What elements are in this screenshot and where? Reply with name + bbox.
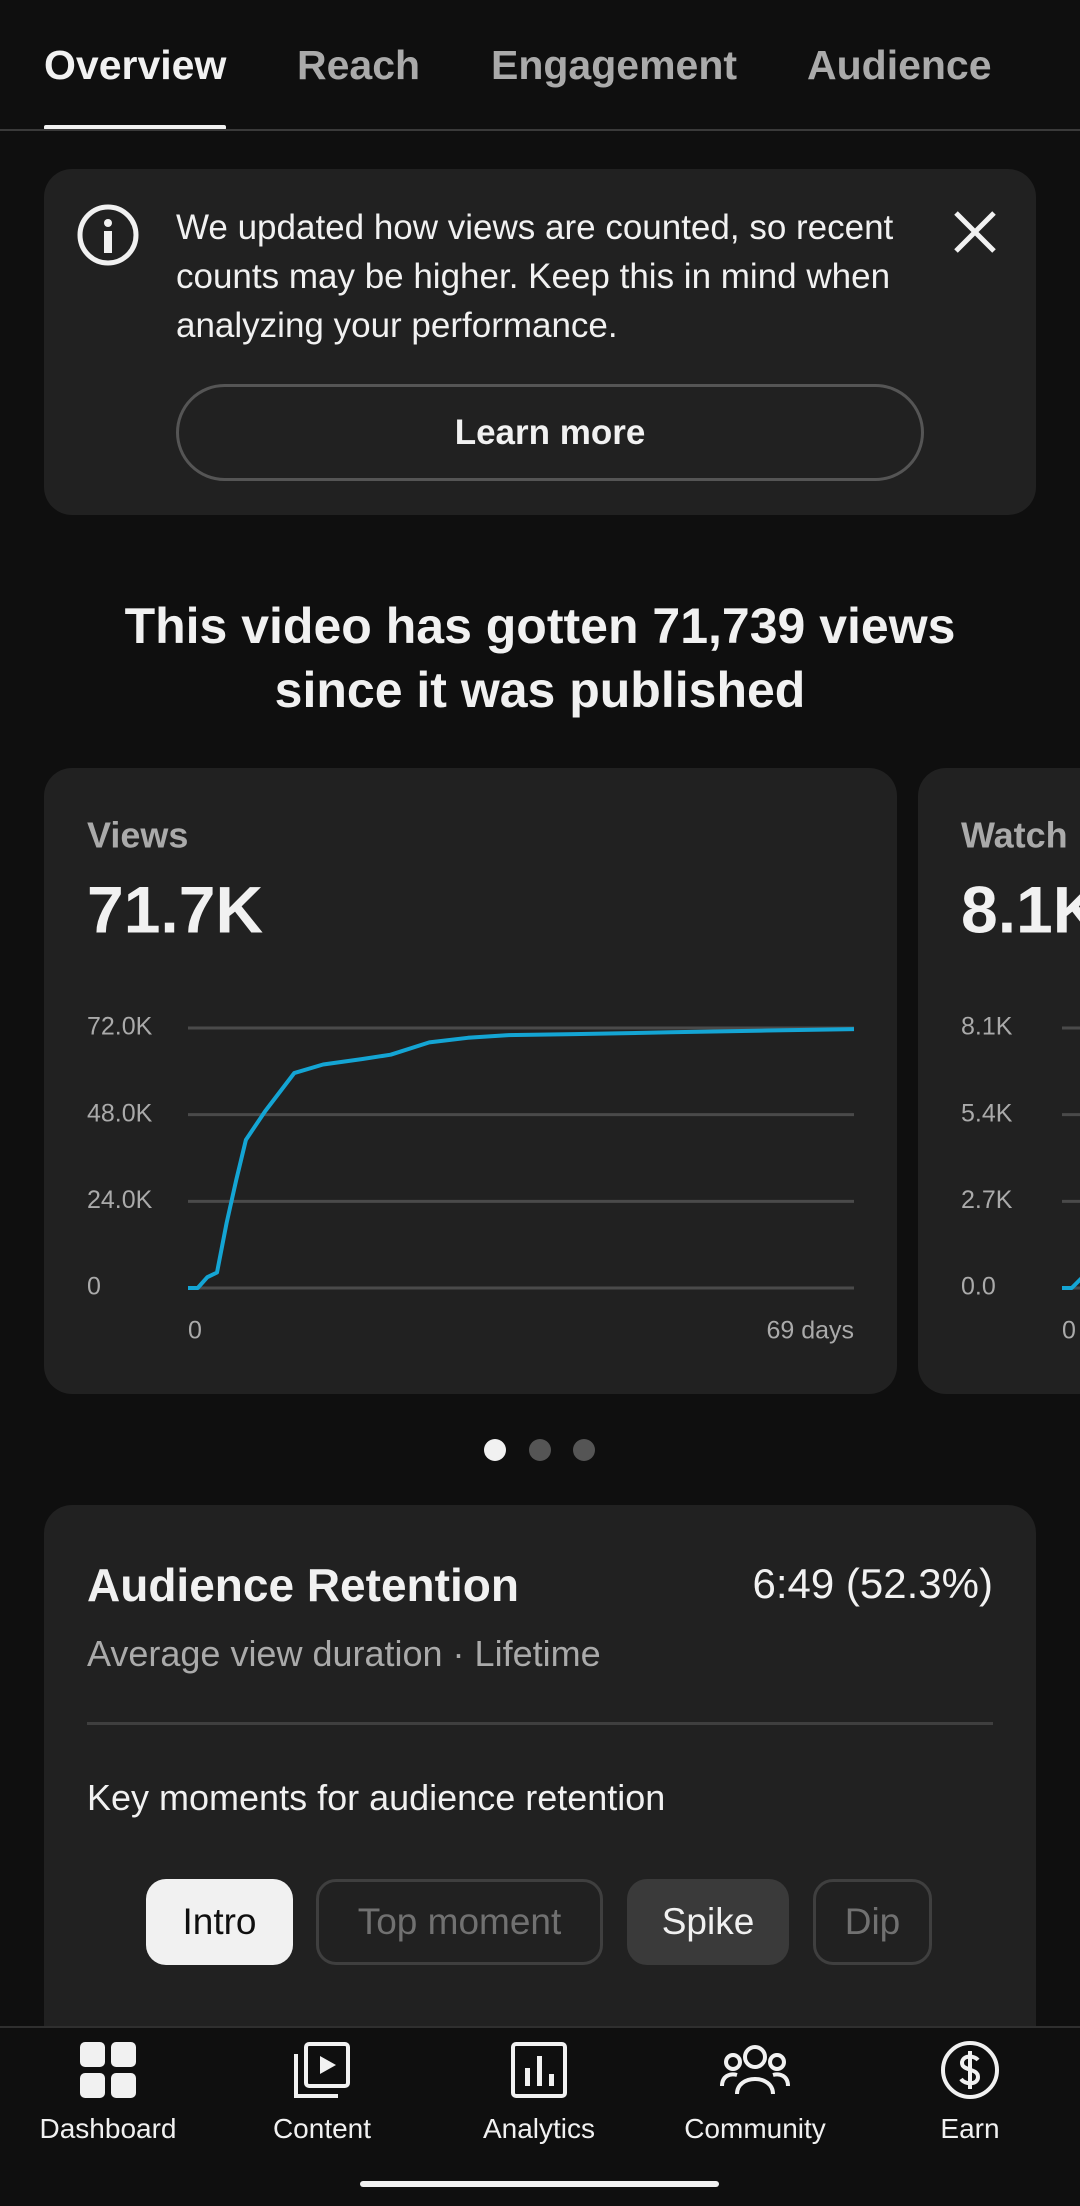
pager — [484, 1439, 595, 1461]
x-tick-label: 0 — [1062, 1317, 1076, 1345]
retention-subtitle: Average view duration · Lifetime — [87, 1633, 601, 1674]
y-tick-label: 0.0 — [961, 1273, 996, 1301]
tab[interactable]: Overview — [44, 42, 227, 88]
chart-value: 71.7K — [87, 872, 263, 946]
y-tick-label: 48.0K — [87, 1099, 153, 1127]
headline: This video has gotten 71,739 views since… — [124, 598, 956, 718]
y-tick-label: 5.4K — [961, 1099, 1013, 1127]
y-tick-label: 2.7K — [961, 1186, 1013, 1214]
x-tick-label: 69 days — [766, 1317, 854, 1345]
analytics-icon — [511, 2042, 567, 2098]
nav-label: Earn — [940, 2113, 1000, 2144]
home-indicator — [360, 2181, 719, 2187]
chart-card[interactable] — [44, 768, 897, 1394]
dashboard-icon — [80, 2042, 136, 2098]
tab[interactable]: Reach — [297, 42, 421, 88]
earn-icon — [941, 2041, 999, 2099]
chip[interactable]: Top moment — [316, 1879, 603, 1965]
line — [1062, 1276, 1080, 1290]
y-tick-label: 24.0K — [87, 1186, 153, 1214]
retention-title: Audience Retention — [87, 1559, 519, 1611]
y-tick-label: 0 — [87, 1273, 101, 1301]
chip[interactable]: Intro — [146, 1879, 293, 1965]
info-icon — [77, 204, 139, 266]
community-icon — [720, 2045, 790, 2095]
chart: Watch 8.1K 0.0 2.7K 5.4K 8.1K 0 — [961, 815, 1080, 1345]
y-tick-label: 72.0K — [87, 1013, 153, 1041]
line — [188, 1027, 855, 1290]
nav-dashboard[interactable]: Dashboard — [8, 2040, 208, 2145]
banner-message: We updated how views are counted, so rec… — [176, 208, 894, 345]
divider — [87, 1722, 993, 1725]
close-button[interactable] — [950, 207, 1000, 257]
tab[interactable]: Audience — [807, 42, 992, 88]
nav-label: Analytics — [482, 2113, 596, 2144]
retention-value: 6:49 (52.3%) — [752, 1560, 993, 1607]
x-tick-label: 0 — [188, 1317, 202, 1345]
nav-community[interactable]: Community — [655, 2040, 855, 2145]
key-moments-title: Key moments for audience retention — [87, 1777, 666, 1818]
nav-earn[interactable]: Earn — [870, 2040, 1070, 2145]
nav-label: Community — [684, 2113, 826, 2144]
tab-divider — [0, 129, 1080, 131]
nav-label: Content — [272, 2113, 372, 2144]
y-tick-label: 8.1K — [961, 1013, 1013, 1041]
nav-label: Dashboard — [39, 2113, 177, 2144]
nav-content[interactable]: Content — [222, 2040, 422, 2145]
chart-title: Views — [87, 815, 188, 856]
nav-analytics[interactable]: Analytics — [439, 2040, 639, 2145]
tab[interactable]: Engagement — [491, 42, 738, 88]
chart-value: 8.1K — [961, 872, 1080, 946]
tab-indicator — [44, 125, 226, 130]
chart-card[interactable] — [918, 768, 1080, 1394]
chip[interactable]: Spike — [627, 1879, 789, 1965]
chip[interactable]: Dip — [813, 1879, 932, 1965]
content-icon — [294, 2042, 350, 2098]
chart: Views 71.7K 0 24.0K 48.0K 72.0K 0 69 days — [87, 815, 855, 1345]
chart-title: Watch — [961, 815, 1068, 856]
learn-more-button[interactable]: Learn more — [176, 384, 924, 481]
